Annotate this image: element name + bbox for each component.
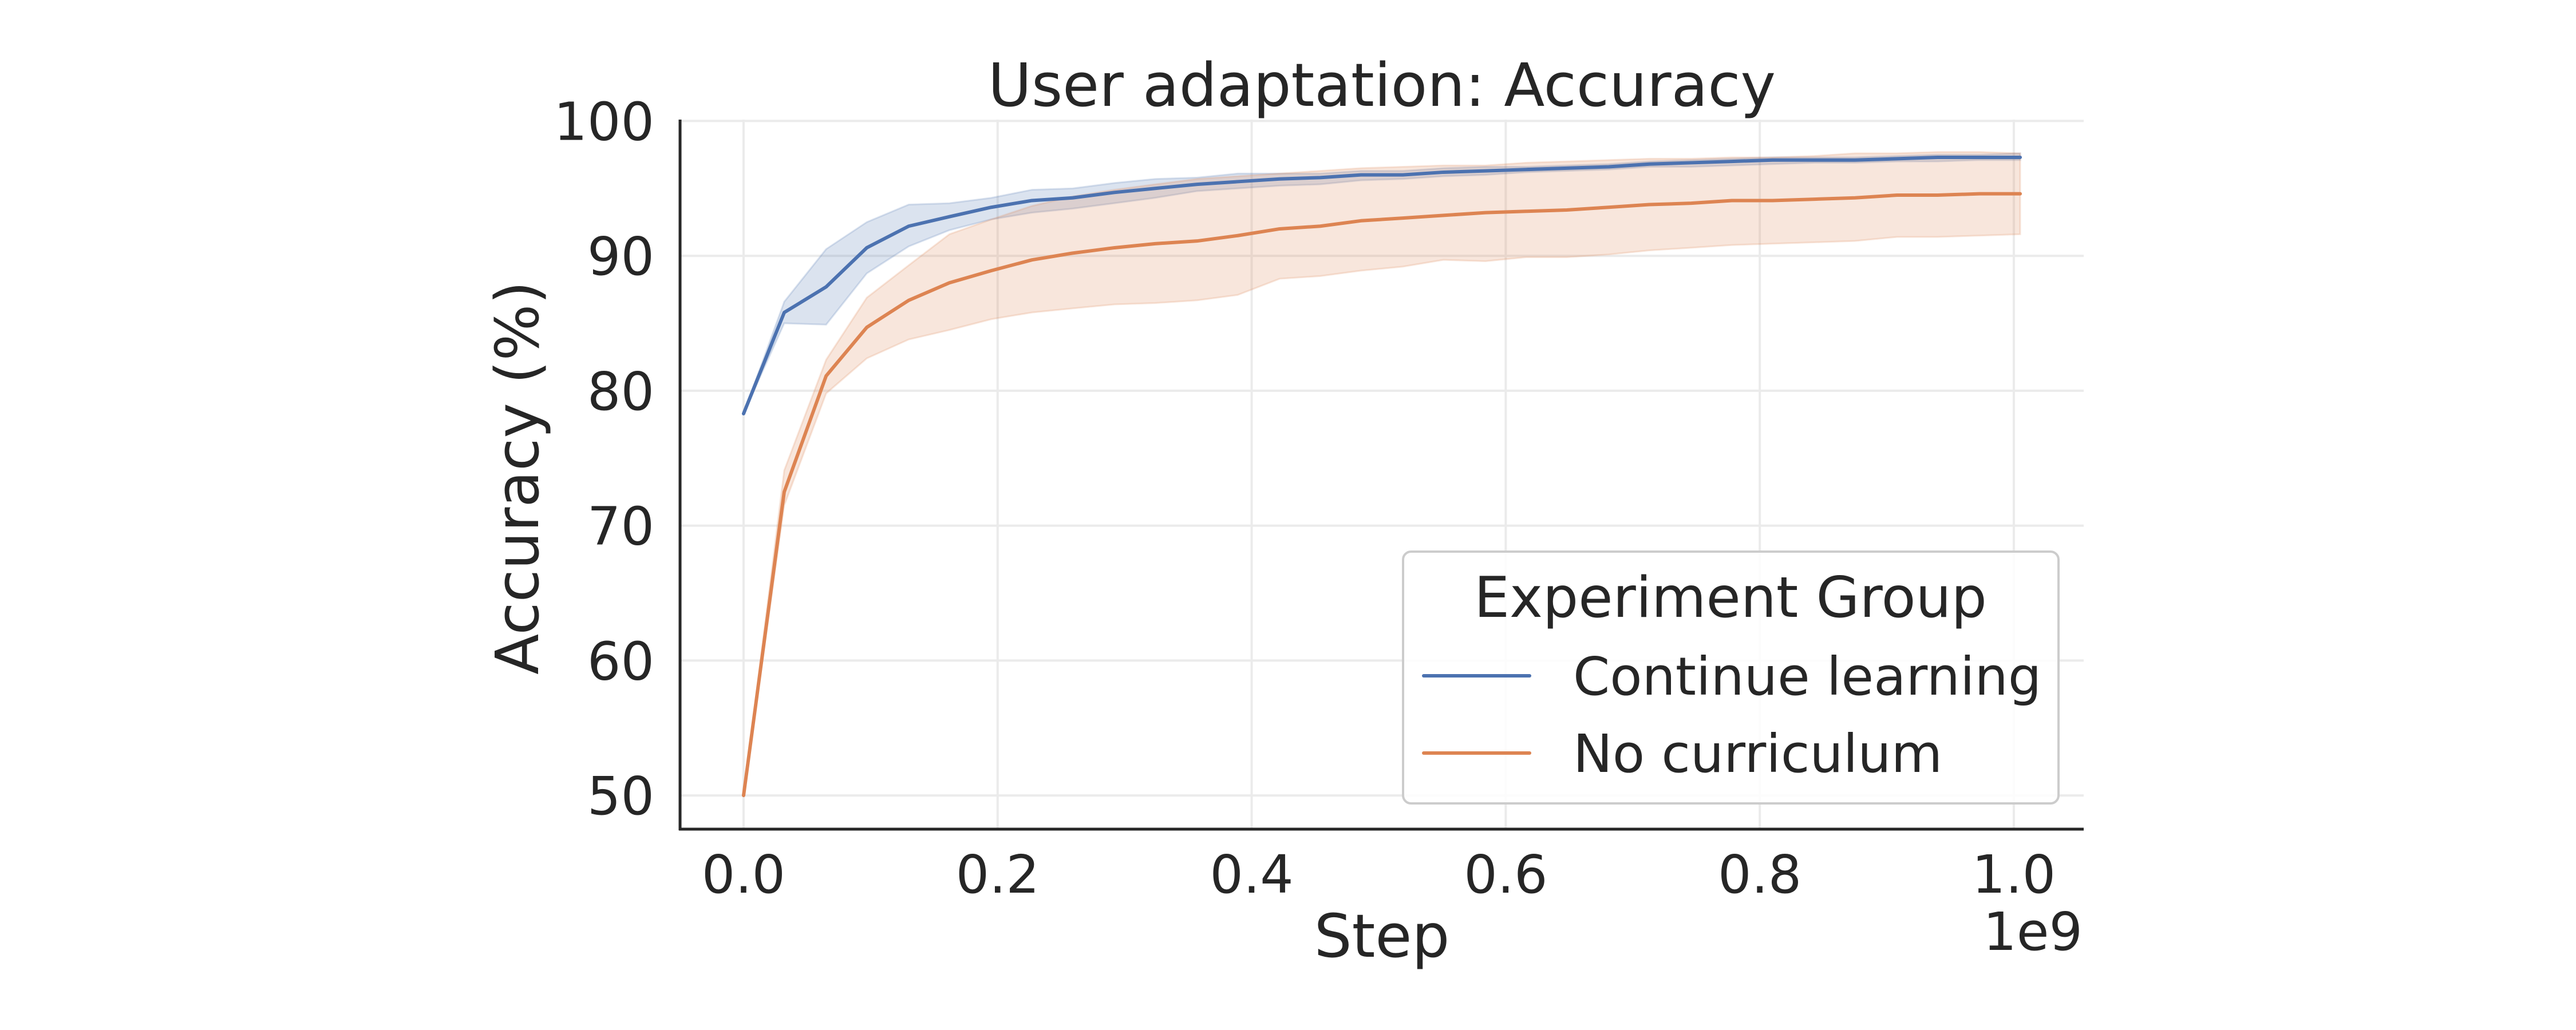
x-tick-label: 0.6 <box>1464 844 1547 905</box>
y-tick-label: 100 <box>554 91 654 152</box>
x-tick-label: 0.2 <box>956 844 1040 905</box>
y-axis-label: Accuracy (%) <box>483 281 552 675</box>
series-line-continue-learning <box>741 156 2022 415</box>
y-tick-label: 70 <box>587 496 654 557</box>
y-tick-label: 80 <box>587 361 654 422</box>
chart-title: User adaptation: Accuracy <box>988 50 1776 120</box>
y-tick-label: 90 <box>587 226 654 287</box>
y-tick-label: 60 <box>587 631 654 692</box>
x-axis-label: Step <box>1314 901 1450 971</box>
legend-label-continue-learning: Continue learning <box>1573 646 2041 707</box>
x-tick-label: 0.0 <box>702 844 785 905</box>
legend-box <box>1402 550 2060 805</box>
legend-title: Experiment Group <box>1474 565 1987 631</box>
series-line-no-curriculum <box>741 192 2022 798</box>
series-lines <box>741 156 2022 798</box>
x-tick-label: 0.8 <box>1718 844 1801 905</box>
x-tick-labels: 0.0 0.2 0.4 0.6 0.8 1.0 <box>702 844 2056 905</box>
axes-spines <box>678 120 2084 831</box>
x-tick-label: 0.4 <box>1210 844 1293 905</box>
x-tick-label: 1.0 <box>1972 844 2056 905</box>
y-tick-labels: 50 60 70 80 90 100 <box>554 91 654 827</box>
x-axis-offset-label: 1e9 <box>1983 901 2083 962</box>
y-tick-label: 50 <box>587 766 654 827</box>
legend-label-no-curriculum: No curriculum <box>1573 723 1942 785</box>
legend: Experiment Group Continue learning No cu… <box>1402 550 2060 805</box>
